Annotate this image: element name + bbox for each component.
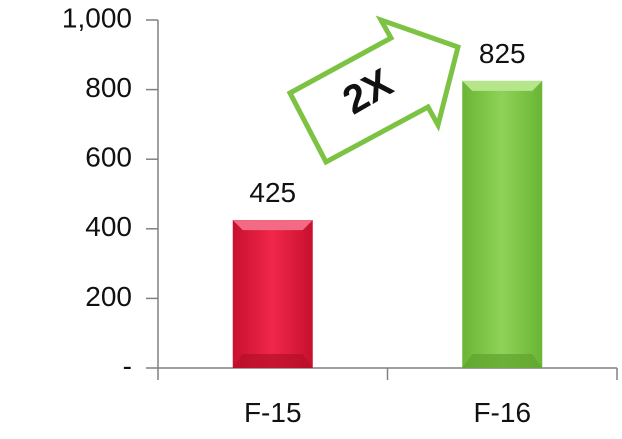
bar-f-16 bbox=[462, 80, 543, 369]
x-axis-ticks bbox=[157, 368, 618, 380]
bar-bevel-bottom bbox=[462, 354, 543, 368]
y-tick-label: - bbox=[123, 350, 132, 381]
y-tick-label: 200 bbox=[85, 281, 132, 312]
y-tick-label: 1,000 bbox=[62, 2, 132, 33]
growth-arrow: 2X bbox=[286, 15, 461, 166]
bar-bevel-bottom bbox=[232, 354, 313, 368]
category-label: F-15 bbox=[244, 397, 302, 428]
y-tick-label: 600 bbox=[85, 142, 132, 173]
data-labels: 425 825 bbox=[249, 38, 525, 208]
bar-bevel-top bbox=[232, 220, 313, 231]
bars bbox=[232, 80, 543, 369]
bar bbox=[232, 220, 313, 368]
data-label: 825 bbox=[479, 38, 526, 69]
bar-bevel-top bbox=[462, 80, 543, 91]
category-label: F-16 bbox=[473, 397, 531, 428]
y-tick-label: 800 bbox=[85, 72, 132, 103]
bar bbox=[462, 80, 543, 369]
y-axis-ticks: - 200 400 600 800 1,000 bbox=[62, 2, 158, 381]
bar-f-15 bbox=[232, 220, 313, 368]
category-labels: F-15 F-16 bbox=[244, 397, 531, 428]
data-label: 425 bbox=[249, 177, 296, 208]
y-tick-label: 400 bbox=[85, 211, 132, 242]
arrow-icon bbox=[286, 15, 461, 166]
